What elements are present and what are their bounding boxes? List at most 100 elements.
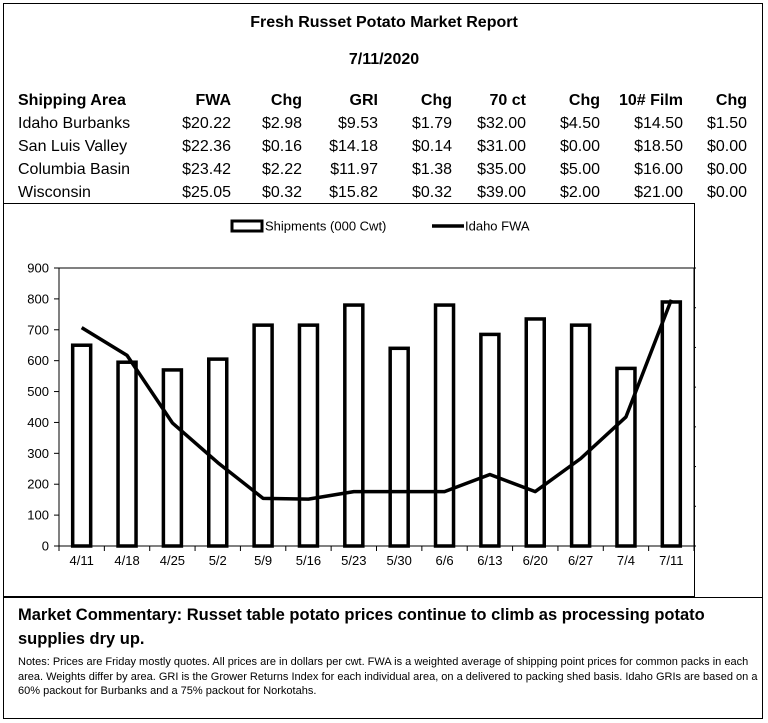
table-header-cell: 10# Film <box>618 91 683 109</box>
bar <box>297 323 320 548</box>
table-cell: $14.18 <box>329 137 378 155</box>
table-cell: $31.00 <box>477 137 526 155</box>
table-header-cell: Chg <box>420 91 452 109</box>
x-axis-tick-label: 4/11 <box>70 553 94 568</box>
table-header-cell: GRI <box>349 91 378 109</box>
table-header-cell: FWA <box>195 91 231 109</box>
table-cell: $14.50 <box>634 114 683 132</box>
report-title: Fresh Russet Potato Market Report <box>250 14 518 31</box>
x-axis-tick-label: 6/27 <box>568 553 593 568</box>
table-cell: $0.00 <box>706 183 747 201</box>
table-cell: $22.36 <box>182 137 231 155</box>
table-cell: $2.98 <box>261 114 302 132</box>
table-row: Idaho Burbanks $20.22 $2.98 $9.53 $1.79 $32.0… <box>18 112 747 135</box>
bar <box>479 332 501 548</box>
table-header-cell: Chg <box>568 91 600 109</box>
table-cell: $25.05 <box>182 183 231 201</box>
table-cell: $0.16 <box>261 137 302 155</box>
table-cell: $32.00 <box>477 114 526 132</box>
table-header-cell: Shipping Area <box>18 91 126 109</box>
bar <box>660 300 683 548</box>
bar <box>116 360 138 548</box>
chart-container: 0100200300400500600700800900$14.00$15.00… <box>3 203 696 597</box>
x-axis-tick-label: 6/6 <box>435 553 453 568</box>
bar <box>569 323 592 548</box>
table-cell: $0.32 <box>411 183 452 201</box>
table-cell: $2.22 <box>261 160 302 178</box>
x-axis-tick-label: 6/13 <box>477 553 502 568</box>
bar <box>343 303 365 548</box>
x-axis-tick-label: 5/2 <box>209 553 227 568</box>
x-axis-tick-label: 7/4 <box>617 553 635 568</box>
table-header-row: Shipping Area FWA Chg GRI Chg 70 ct Chg 10# Fil… <box>18 89 747 112</box>
table-cell: $39.00 <box>477 183 526 201</box>
x-axis-tick-label: 5/30 <box>387 553 412 568</box>
table-cell: Wisconsin <box>18 183 91 201</box>
market-commentary: Market Commentary: Russet table potato p… <box>18 606 705 648</box>
bar <box>388 346 410 548</box>
table-cell: $15.82 <box>329 183 378 201</box>
x-axis-tick-label: 5/23 <box>341 553 366 568</box>
table-cell: $35.00 <box>477 160 526 178</box>
table-cell: $23.42 <box>182 160 231 178</box>
x-axis-tick-label: 5/16 <box>296 553 321 568</box>
legend-shipments-swatch <box>230 219 264 233</box>
left-axis-tick-label: 700 <box>27 322 49 337</box>
legend-shipments-label: Shipments (000 Cwt) <box>265 219 386 234</box>
table-cell: $9.53 <box>337 114 378 132</box>
table-cell: San Luis Valley <box>18 137 128 155</box>
x-axis-tick-label: 6/20 <box>523 553 548 568</box>
report-date: 7/11/2020 <box>348 51 420 68</box>
bar <box>615 366 637 548</box>
bar <box>70 343 93 548</box>
table-cell: $0.00 <box>559 137 600 155</box>
table-cell: $21.00 <box>634 183 683 201</box>
left-axis-tick-label: 500 <box>27 384 49 399</box>
table-row: Wisconsin $25.05 $0.32 $15.82 $0.32 $39.00 $2.… <box>18 181 747 204</box>
table-cell: $1.79 <box>411 114 452 132</box>
shipments-fwa-chart: 0100200300400500600700800900$14.00$15.00… <box>27 219 696 568</box>
bar <box>524 317 546 548</box>
bar <box>433 303 456 548</box>
table-row: San Luis Valley $22.36 $0.16 $14.18 $0.14 $31… <box>18 135 747 158</box>
left-axis-tick-label: 100 <box>27 508 49 523</box>
plot-area <box>58 267 695 547</box>
table-cell: $0.14 <box>411 137 452 155</box>
table-cell: $1.50 <box>706 114 747 132</box>
bar <box>207 357 229 548</box>
table-cell: $5.00 <box>559 160 600 178</box>
table-header-cell: 70 ct <box>489 91 526 109</box>
table-cell: $0.00 <box>706 160 747 178</box>
left-axis-tick-label: 300 <box>27 446 49 461</box>
left-axis-tick-label: 600 <box>27 353 49 368</box>
table-cell: $0.00 <box>706 137 747 155</box>
divider <box>3 597 763 598</box>
table-cell: $16.00 <box>634 160 683 178</box>
left-axis-tick-label: 400 <box>27 415 49 430</box>
x-axis-tick-label: 4/25 <box>160 553 185 568</box>
notes: Notes: Prices are Friday mostly quotes. … <box>18 656 758 697</box>
table-cell: $2.00 <box>559 183 600 201</box>
idaho-fwa-line <box>80 299 673 501</box>
table-cell: $0.32 <box>261 183 302 201</box>
bar <box>161 368 184 548</box>
table-cell: $1.38 <box>411 160 452 178</box>
table-cell: $11.97 <box>330 160 378 178</box>
left-axis-tick-label: 200 <box>27 477 49 492</box>
left-axis-tick-label: 900 <box>27 261 49 276</box>
price-table: Shipping Area FWA Chg GRI Chg 70 ct Chg 10# Fil… <box>18 89 747 204</box>
bar <box>252 323 274 548</box>
table-header-cell: Chg <box>715 91 747 109</box>
table-cell: Columbia Basin <box>18 160 131 178</box>
table-cell: $18.50 <box>634 137 683 155</box>
table-cell: Idaho Burbanks <box>18 114 131 132</box>
x-axis-tick-label: 4/18 <box>114 553 139 568</box>
table-header-cell: Chg <box>270 91 302 109</box>
table-cell: $4.50 <box>559 114 600 132</box>
table-row: Columbia Basin $23.42 $2.22 $11.97 $1.38 $35.… <box>18 158 747 181</box>
table-cell: $20.22 <box>182 114 231 132</box>
left-axis-tick-label: 0 <box>42 539 49 554</box>
x-axis-tick-label: 7/11 <box>659 553 683 568</box>
left-axis-tick-label: 800 <box>27 291 49 306</box>
legend-fwa-label: Idaho FWA <box>465 219 530 234</box>
